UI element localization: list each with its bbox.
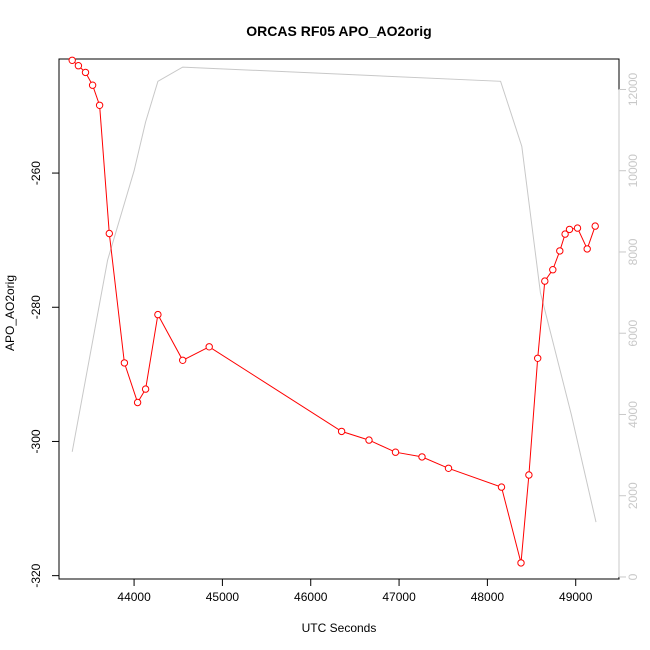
data-point [573, 224, 582, 232]
data-point [444, 464, 453, 472]
data-point [88, 81, 97, 89]
data-point [120, 359, 129, 367]
data-point [583, 245, 591, 253]
data-point [591, 222, 599, 230]
x-axis: 44000 45000 46000 47000 48000 49000 [117, 578, 593, 604]
y2-tick-label: 6000 [626, 320, 640, 347]
y-tick-label: -260 [29, 161, 43, 185]
data-point [549, 266, 557, 274]
y-tick-label: -300 [29, 429, 43, 453]
data-point [541, 277, 549, 285]
x-tick-label: 49000 [559, 590, 593, 604]
data-point [95, 101, 104, 110]
y-axis-label: APO_AO2orig [3, 275, 17, 351]
data-point [179, 356, 187, 364]
y-tick-label: -320 [29, 563, 43, 587]
y2-axis: 0 2000 4000 6000 8000 10000 12000 [618, 72, 640, 580]
data-point [556, 247, 564, 255]
data-point [154, 310, 162, 319]
data-point [391, 448, 400, 456]
y2-tick-label: 2000 [626, 482, 640, 509]
data-point [141, 385, 150, 393]
data-point [497, 483, 506, 491]
chart-title: ORCAS RF05 APO_AO2orig [246, 23, 431, 39]
data-point [418, 453, 426, 461]
data-point [561, 230, 569, 238]
data-point [133, 398, 142, 407]
data-point [337, 427, 346, 436]
y2-tick-label: 12000 [626, 72, 640, 106]
y2-tick-label: 4000 [626, 401, 640, 428]
y2-tick-label: 10000 [626, 154, 640, 188]
data-point [565, 225, 574, 234]
y2-tick-label: 0 [626, 573, 640, 580]
data-point [81, 68, 90, 77]
x-tick-label: 47000 [382, 590, 416, 604]
series-layer [68, 56, 599, 567]
data-point [365, 436, 373, 444]
y2-tick-label: 8000 [626, 238, 640, 265]
data-point [517, 559, 525, 567]
x-axis-label: UTC Seconds [302, 621, 377, 635]
data-point [525, 471, 533, 479]
data-point [68, 56, 76, 64]
y-tick-label: -280 [29, 295, 43, 319]
x-tick-label: 44000 [117, 590, 151, 604]
data-point [105, 229, 114, 238]
y-axis: -320 -300 -280 -260 [29, 161, 60, 588]
x-tick-label: 48000 [471, 590, 505, 604]
data-point [205, 343, 213, 351]
secondary-series-line [71, 66, 597, 523]
x-tick-label: 45000 [206, 590, 240, 604]
x-tick-label: 46000 [294, 590, 328, 604]
data-point [74, 61, 83, 70]
data-point [534, 354, 542, 362]
